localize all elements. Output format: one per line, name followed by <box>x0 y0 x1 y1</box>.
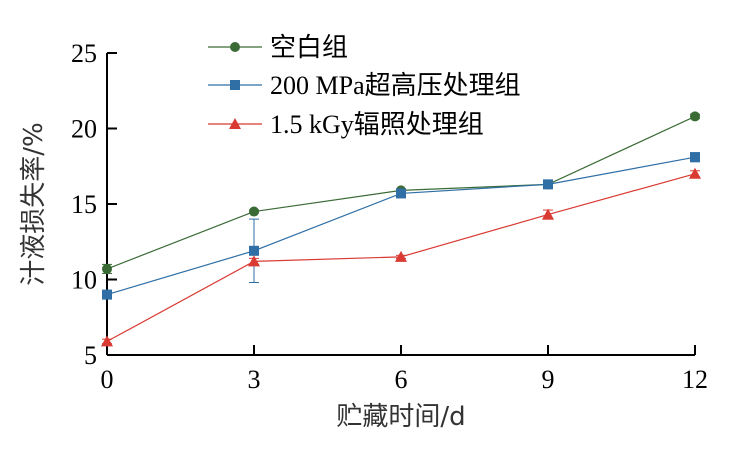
legend-label: 1.5 kGy辐照处理组 <box>270 110 484 139</box>
data-point <box>543 179 553 190</box>
x-ticks: 0 3 6 9 12 <box>101 345 708 394</box>
legend-marker <box>230 42 240 52</box>
series-2 <box>102 152 700 300</box>
x-tick-label: 3 <box>248 365 261 394</box>
series-group <box>101 111 701 347</box>
legend-marker <box>229 118 241 129</box>
data-point <box>690 152 700 163</box>
series-3 <box>101 167 701 347</box>
y-tick-label: 20 <box>71 115 97 144</box>
data-point <box>542 208 554 220</box>
y-tick-label: 25 <box>71 39 97 68</box>
legend-item-3: 1.5 kGy辐照处理组 <box>208 110 484 139</box>
data-point <box>249 245 259 256</box>
data-point <box>690 111 700 122</box>
legend-item-1: 空白组 <box>208 33 348 62</box>
x-tick-label: 6 <box>395 365 408 394</box>
legend-label: 200 MPa超高压处理组 <box>270 71 521 100</box>
data-point <box>396 188 406 199</box>
x-tick-label: 0 <box>101 365 114 394</box>
legend: 空白组 200 MPa超高压处理组 1.5 kGy辐照处理组 <box>208 33 521 139</box>
data-point <box>102 263 112 274</box>
data-point <box>102 289 112 300</box>
data-point <box>101 335 113 347</box>
data-point <box>689 167 701 179</box>
x-axis-title: 贮藏时间/d <box>336 402 465 432</box>
y-ticks: 5 10 15 20 25 <box>71 39 117 370</box>
y-tick-label: 10 <box>71 266 97 295</box>
x-tick-label: 12 <box>682 365 708 394</box>
y-axis-title: 汁液损失率/% <box>19 122 49 285</box>
data-point <box>248 255 260 267</box>
data-point <box>249 206 259 217</box>
y-tick-label: 5 <box>84 341 97 370</box>
series-line <box>106 156 696 296</box>
x-tick-label: 9 <box>542 365 555 394</box>
legend-item-2: 200 MPa超高压处理组 <box>208 71 521 100</box>
legend-label: 空白组 <box>270 33 348 62</box>
legend-marker <box>230 80 240 90</box>
y-tick-label: 15 <box>71 190 97 219</box>
data-point <box>395 250 407 262</box>
